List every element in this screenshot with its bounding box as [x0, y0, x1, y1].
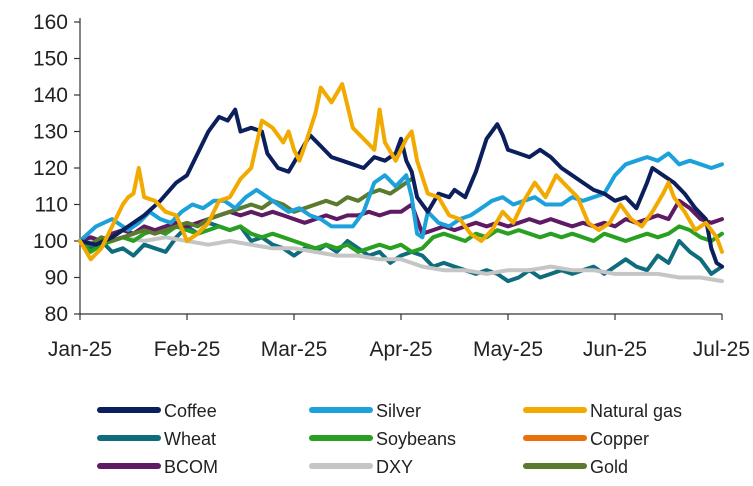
- legend-label-natural-gas: Natural gas: [590, 401, 682, 421]
- x-tick-label: Jan-25: [48, 338, 112, 361]
- series-line-natural-gas: [78, 82, 724, 262]
- legend-label-coffee: Coffee: [164, 401, 217, 421]
- legend-label-dxy: DXY: [376, 457, 413, 477]
- series-line-silver: [78, 151, 724, 243]
- series-line-dxy: [78, 235, 724, 284]
- series-line-bcom: [78, 198, 724, 243]
- series-line-gold: [78, 176, 414, 247]
- y-tick-label: 80: [45, 303, 68, 326]
- y-axis: 80 90 100 110 120 130 140 150 160: [33, 11, 81, 326]
- x-tick-label: Apr-25: [369, 338, 432, 361]
- x-tick-label: Jul-25: [693, 338, 750, 361]
- x-tick-label: Feb-25: [154, 338, 221, 361]
- legend-label-wheat: Wheat: [164, 429, 216, 449]
- y-tick-label: 110: [35, 194, 68, 217]
- legend-label-silver: Silver: [376, 401, 421, 421]
- legend: Coffee Silver Natural gas Wheat Soybeans Copp…: [97, 401, 682, 477]
- y-tick-label: 130: [33, 121, 68, 144]
- y-tick-label: 150: [33, 48, 68, 71]
- series-layer: [78, 82, 724, 284]
- x-axis: Jan-25 Feb-25 Mar-25 Apr-25 May-25 Jun-25 Jul-…: [48, 313, 750, 361]
- legend-label-soybeans: Soybeans: [376, 429, 456, 449]
- y-tick-label: 140: [33, 84, 68, 107]
- x-tick-label: Jun-25: [583, 338, 647, 361]
- x-tick-label: Mar-25: [261, 338, 328, 361]
- y-tick-label: 120: [33, 157, 68, 180]
- y-tick-label: 90: [45, 267, 68, 290]
- legend-label-gold: Gold: [590, 457, 628, 477]
- x-tick-label: May-25: [473, 338, 543, 361]
- legend-label-bcom: BCOM: [164, 457, 218, 477]
- legend-label-copper: Copper: [590, 429, 649, 449]
- series-line-coffee: [78, 107, 724, 269]
- series-line-soybeans: [78, 224, 724, 254]
- y-tick-label: 160: [33, 11, 68, 34]
- y-tick-label: 100: [33, 230, 68, 253]
